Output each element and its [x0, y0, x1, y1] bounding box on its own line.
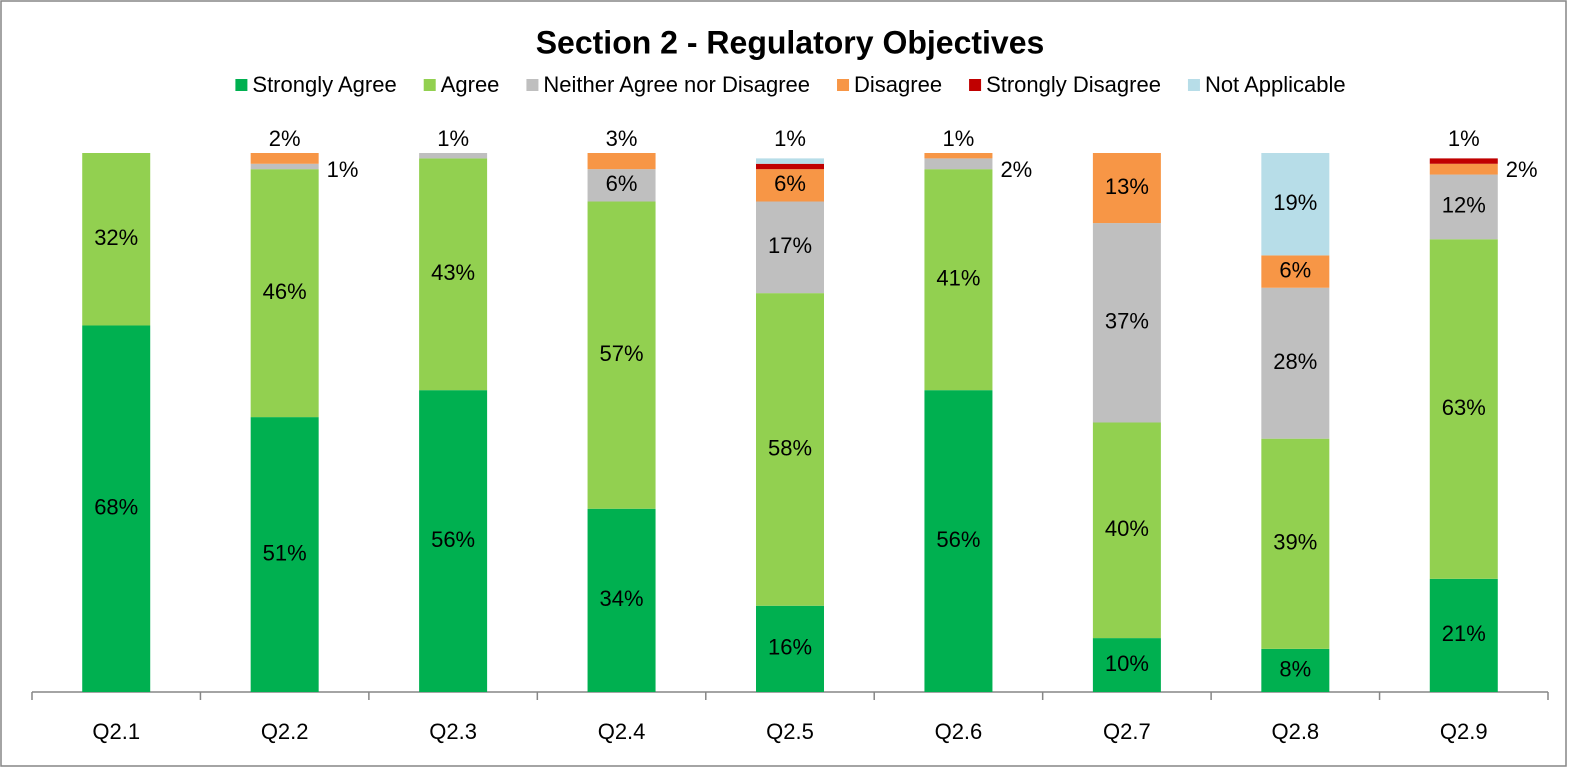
bar-segment: [419, 153, 488, 159]
x-tick-label: Q2.1: [92, 719, 140, 744]
chart-title: Section 2 - Regulatory Objectives: [536, 24, 1045, 60]
bar-segment: [250, 417, 319, 692]
bar-segment: [1429, 163, 1498, 175]
bar-segment: [1092, 638, 1161, 692]
data-label: 1%: [774, 126, 806, 151]
legend-label: Strongly Disagree: [986, 72, 1161, 97]
data-label: 2%: [1000, 157, 1032, 182]
legend-swatch: [969, 79, 982, 91]
bar-segment: [1429, 239, 1498, 579]
bar-segment: [82, 325, 151, 692]
legend-swatch: [1187, 79, 1200, 91]
x-tick-label: Q2.7: [1103, 719, 1151, 744]
bar-segment: [587, 153, 656, 170]
x-tick-label: Q2.2: [261, 719, 309, 744]
data-label: 46%: [263, 279, 307, 304]
bar-segment: [1429, 158, 1498, 164]
data-label: 16%: [768, 635, 812, 660]
legend-label: Not Applicable: [1205, 72, 1346, 97]
data-label: 57%: [600, 341, 644, 366]
legend-swatch: [423, 79, 436, 91]
bar-segment: [587, 201, 656, 509]
legend-label: Neither Agree nor Disagree: [543, 72, 810, 97]
data-label: 58%: [768, 435, 812, 460]
bar-segment: [756, 158, 824, 164]
data-label: 6%: [606, 171, 638, 196]
data-label: 6%: [1279, 257, 1311, 282]
data-label: 19%: [1273, 190, 1317, 215]
bar-segment: [924, 390, 993, 692]
bar-segment: [1429, 174, 1498, 240]
bar-segment: [419, 390, 488, 692]
data-label: 2%: [1506, 157, 1538, 182]
x-tick-label: Q2.4: [598, 719, 646, 744]
bar-segment: [924, 153, 993, 159]
data-label: 32%: [94, 225, 138, 250]
bar-segment: [1261, 255, 1330, 288]
x-tick-label: Q2.6: [935, 719, 983, 744]
bar-segment: [587, 508, 656, 692]
bar-segment: [756, 605, 824, 692]
bar-segment: [1261, 648, 1330, 692]
x-tick-label: Q2.3: [429, 719, 477, 744]
bar-segment: [250, 169, 319, 418]
bar-segment: [756, 163, 824, 170]
data-label: 10%: [1105, 651, 1149, 676]
data-label: 34%: [600, 586, 644, 611]
data-label: 1%: [437, 126, 469, 151]
bar-segment: [1092, 223, 1161, 423]
bar-segment: [587, 169, 656, 202]
bar-segment: [1429, 578, 1498, 692]
bar-segment: [1092, 422, 1161, 639]
bar-segment: [250, 153, 319, 164]
data-label: 41%: [936, 265, 980, 290]
data-label: 1%: [1448, 126, 1480, 151]
bar-segment: [82, 153, 151, 326]
data-label: 12%: [1442, 193, 1486, 218]
data-label: 1%: [327, 157, 359, 182]
bar-segment: [1261, 438, 1330, 649]
legend-swatch: [235, 79, 248, 91]
data-label: 17%: [768, 233, 812, 258]
legend-swatch: [837, 79, 850, 91]
x-tick-label: Q2.9: [1440, 719, 1488, 744]
x-tick-label: Q2.8: [1271, 719, 1319, 744]
legend-swatch: [526, 79, 539, 91]
legend-label: Strongly Agree: [252, 72, 396, 97]
data-label: 1%: [943, 126, 975, 151]
bar-segment: [250, 163, 319, 170]
legend-label: Agree: [441, 72, 500, 97]
data-label: 56%: [936, 527, 980, 552]
bar-segment: [924, 169, 993, 391]
bar-segment: [756, 201, 824, 294]
data-label: 68%: [94, 495, 138, 520]
bar-segment: [756, 169, 824, 202]
legend-label: Disagree: [854, 72, 942, 97]
data-label: 6%: [774, 171, 806, 196]
bar-segment: [756, 293, 824, 606]
data-label: 3%: [606, 126, 638, 151]
bar-segment: [1261, 153, 1330, 256]
data-label: 39%: [1273, 530, 1317, 555]
data-label: 8%: [1279, 656, 1311, 681]
data-label: 13%: [1105, 174, 1149, 199]
data-label: 63%: [1442, 395, 1486, 420]
x-tick-label: Q2.5: [766, 719, 814, 744]
data-label: 21%: [1442, 621, 1486, 646]
bar-segment: [924, 158, 993, 170]
data-label: 40%: [1105, 516, 1149, 541]
data-label: 37%: [1105, 309, 1149, 334]
data-label: 28%: [1273, 349, 1317, 374]
bar-segment: [419, 158, 488, 391]
data-label: 2%: [269, 126, 301, 151]
data-label: 56%: [431, 527, 475, 552]
data-label: 43%: [431, 260, 475, 285]
bar-segment: [1092, 153, 1161, 224]
data-label: 51%: [263, 540, 307, 565]
bar-segment: [1261, 287, 1330, 439]
